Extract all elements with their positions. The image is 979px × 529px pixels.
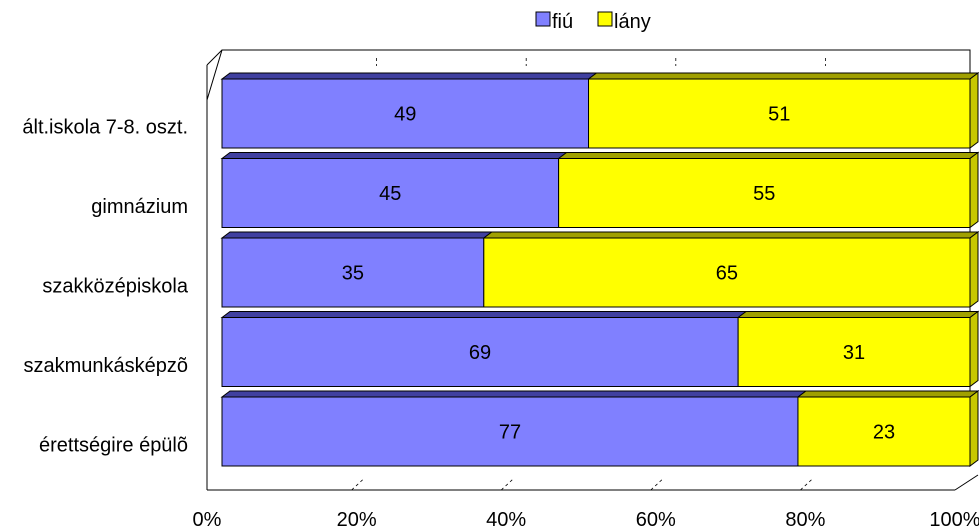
category-label: érettségire épülõ bbox=[39, 435, 188, 457]
floor-grid-tick bbox=[800, 477, 814, 491]
bar-fiú-0 bbox=[221, 78, 590, 149]
bar-top-1-1 bbox=[557, 152, 979, 159]
bar-fiú-4 bbox=[221, 396, 799, 467]
x-tick-label: 80% bbox=[785, 509, 825, 529]
legend-label-lány: lány bbox=[614, 11, 651, 33]
x-tick-label: 20% bbox=[337, 509, 377, 529]
data-label-lány-4: 23 bbox=[873, 422, 895, 444]
bar-top-0-0 bbox=[220, 72, 599, 80]
bar-lány-4 bbox=[797, 396, 971, 467]
bar-top-0-3 bbox=[220, 311, 748, 318]
bar-lány-0 bbox=[588, 78, 971, 149]
legend-label-fiú: fiú bbox=[552, 11, 573, 33]
data-label-lány-1: 55 bbox=[753, 183, 775, 205]
category-label: szakközépiskola bbox=[42, 276, 189, 298]
bar-top-0-4 bbox=[220, 390, 808, 398]
bar-fiú-2 bbox=[221, 237, 485, 308]
floor-grid-tick bbox=[351, 477, 365, 491]
data-label-fiú-3: 69 bbox=[469, 342, 491, 364]
bar-side-4 bbox=[969, 390, 979, 467]
x-tick-label: 40% bbox=[486, 509, 526, 529]
bar-top-0-1 bbox=[220, 152, 569, 159]
bar-fiú-3 bbox=[221, 317, 739, 387]
category-axis-labels: ált.iskola 7-8. oszt. gimnázium szakközépi… bbox=[22, 117, 189, 457]
legend-swatch-fiú bbox=[535, 11, 551, 27]
legend: fiú lány bbox=[535, 11, 651, 33]
data-label-fiú-4: 77 bbox=[499, 422, 521, 444]
bar-lány-3 bbox=[737, 317, 971, 387]
bar-top-1-3 bbox=[736, 311, 979, 318]
floor-right-edge bbox=[954, 474, 979, 491]
category-label: ált.iskola 7-8. oszt. bbox=[22, 117, 188, 139]
bar-top-1-4 bbox=[796, 390, 979, 398]
wall-corner-edge bbox=[206, 49, 223, 66]
bar-lány-1 bbox=[558, 158, 971, 228]
bar-side-0 bbox=[969, 72, 979, 149]
bar-group: 49 51 45 55 35 65 69 31 77 23 bbox=[220, 72, 979, 467]
category-label: gimnázium bbox=[91, 196, 188, 218]
bar-side-1 bbox=[969, 151, 979, 229]
bar-side-2 bbox=[969, 231, 979, 308]
data-label-fiú-2: 35 bbox=[342, 263, 364, 285]
x-tick-label: 100% bbox=[929, 509, 979, 529]
x-axis-tick-labels: 0% 20% 40% 60% 80% 100% bbox=[193, 509, 979, 529]
data-label-lány-0: 51 bbox=[768, 104, 790, 126]
x-tick-label: 0% bbox=[193, 509, 222, 529]
bar-top-1-2 bbox=[482, 231, 979, 239]
category-label: szakmunkásképzõ bbox=[23, 355, 188, 377]
legend-swatch-lány bbox=[597, 11, 613, 27]
x-tick-label: 60% bbox=[636, 509, 676, 529]
floor-grid-tick bbox=[500, 477, 515, 491]
bar-top-0-2 bbox=[220, 231, 494, 239]
bar-side-3 bbox=[969, 310, 979, 388]
data-label-lány-3: 31 bbox=[843, 342, 865, 364]
data-label-lány-2: 65 bbox=[716, 263, 738, 285]
data-label-fiú-1: 45 bbox=[379, 183, 401, 205]
bar-fiú-1 bbox=[221, 158, 560, 228]
floor-grid-tick bbox=[650, 477, 665, 491]
data-label-fiú-0: 49 bbox=[394, 104, 416, 126]
bar-top-1-0 bbox=[587, 72, 979, 80]
